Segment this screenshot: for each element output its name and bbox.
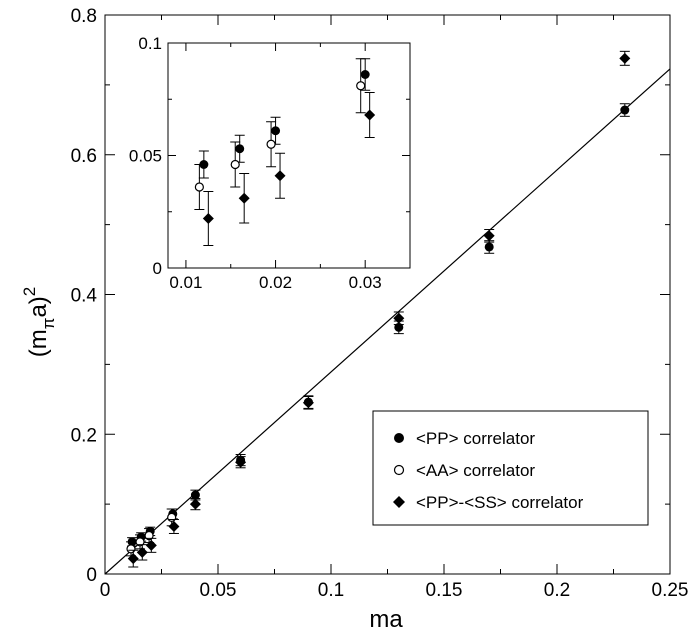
y-axis-title-base: (m bbox=[25, 329, 52, 357]
marker-aa-correlator bbox=[126, 544, 136, 554]
main-point-pp-ss-correlator bbox=[189, 498, 201, 511]
inset-point-pp-ss-correlator bbox=[202, 191, 214, 246]
inset-y-axis: 0 0.05 0.1 bbox=[129, 34, 410, 278]
legend-label-ppss: <PP>-<SS> correlator bbox=[416, 493, 584, 512]
main-x-tick-label: 0.25 bbox=[652, 580, 689, 601]
main-point-aa-correlator bbox=[144, 528, 155, 544]
marker-pp-ss-correlator bbox=[238, 192, 250, 204]
marker-pp-ss-correlator bbox=[302, 397, 314, 409]
marker-pp-correlator bbox=[271, 126, 281, 136]
inset-x-tick-label: 0.02 bbox=[259, 273, 292, 292]
legend-box bbox=[372, 410, 649, 526]
marker-pp-ss-correlator bbox=[235, 456, 247, 468]
y-axis-title-tail: a) bbox=[25, 296, 52, 317]
legend-marker-aa bbox=[393, 464, 405, 476]
marker-pp-ss-correlator bbox=[202, 213, 214, 224]
inset-point-pp-ss-correlator bbox=[238, 173, 250, 224]
inset-point-pp-ss-correlator bbox=[274, 152, 286, 199]
y-axis-title-text: (mπa)2 bbox=[20, 287, 58, 358]
main-point-pp-ss-correlator bbox=[393, 311, 405, 326]
marker-pp-ss-correlator bbox=[619, 52, 631, 64]
inset-y-tick-label: 0 bbox=[153, 259, 162, 278]
y-axis-title-subscript: π bbox=[39, 318, 58, 330]
main-point-pp-ss-correlator bbox=[136, 544, 148, 561]
main-y-axis: 0 0.2 0.4 0.6 0.8 bbox=[71, 6, 670, 586]
main-point-pp-ss-correlator bbox=[235, 456, 247, 469]
main-y-tick-label: 0.6 bbox=[71, 146, 97, 167]
marker-aa-correlator bbox=[167, 512, 177, 523]
marker-pp-correlator bbox=[484, 242, 494, 252]
marker-aa-correlator bbox=[194, 182, 204, 192]
y-axis-title-superscript: 2 bbox=[20, 287, 39, 296]
legend-marker-ppss bbox=[393, 496, 405, 508]
y-axis-title: (mπa)2 bbox=[20, 287, 58, 358]
main-point-pp-ss-correlator bbox=[302, 396, 314, 410]
main-y-tick-label: 0.8 bbox=[71, 6, 97, 27]
main-y-tick-label: 0 bbox=[86, 565, 97, 586]
main-x-tick-label: 0.05 bbox=[200, 580, 237, 601]
legend-label-pp: <PP> correlator bbox=[416, 429, 535, 448]
main-point-aa-correlator bbox=[135, 534, 146, 550]
marker-aa-correlator bbox=[230, 159, 240, 170]
marker-pp-ss-correlator bbox=[274, 170, 286, 182]
inset-data-points bbox=[194, 58, 376, 246]
marker-pp-ss-correlator bbox=[127, 553, 139, 565]
marker-pp-ss-correlator bbox=[189, 498, 201, 510]
marker-pp-ss-correlator bbox=[168, 520, 180, 532]
inset-point-aa-correlator bbox=[194, 164, 205, 210]
inset-x-tick-label: 0.03 bbox=[349, 273, 382, 292]
marker-aa-correlator bbox=[266, 139, 276, 149]
inset-y-tick-label: 0.1 bbox=[138, 34, 162, 53]
main-point-pp-correlator bbox=[619, 103, 630, 117]
main-point-pp-ss-correlator bbox=[145, 537, 157, 553]
marker-pp-correlator bbox=[360, 70, 370, 79]
marker-pp-ss-correlator bbox=[145, 539, 157, 551]
inset-point-aa-correlator bbox=[355, 58, 366, 114]
inset-point-aa-correlator bbox=[230, 141, 241, 188]
main-x-tick-label: 0.15 bbox=[426, 580, 463, 601]
main-point-pp-ss-correlator bbox=[127, 549, 139, 568]
main-point-pp-ss-correlator bbox=[483, 229, 495, 243]
inset-point-pp-correlator bbox=[234, 134, 245, 163]
legend: <PP> correlator <AA> correlator <PP>-<SS… bbox=[372, 410, 649, 526]
main-point-pp-ss-correlator bbox=[619, 50, 631, 66]
legend-marker-pp bbox=[394, 433, 404, 443]
x-axis-title: ma bbox=[369, 606, 403, 633]
main-x-tick-label: 0.1 bbox=[318, 580, 344, 601]
main-data-points bbox=[125, 50, 631, 568]
marker-pp-correlator bbox=[394, 322, 404, 332]
marker-pp-correlator bbox=[190, 490, 200, 500]
inset-x-tick-label: 0.01 bbox=[169, 273, 202, 292]
main-point-pp-ss-correlator bbox=[168, 518, 180, 534]
marker-pp-ss-correlator bbox=[136, 546, 148, 558]
main-x-tick-label: 0 bbox=[100, 580, 111, 601]
marker-aa-correlator bbox=[135, 537, 145, 547]
marker-pp-correlator bbox=[620, 105, 630, 115]
main-x-tick-label: 0.2 bbox=[544, 580, 570, 601]
inset-point-aa-correlator bbox=[266, 121, 277, 168]
main-y-tick-label: 0.2 bbox=[71, 425, 97, 446]
inset-point-pp-ss-correlator bbox=[364, 92, 376, 138]
marker-aa-correlator bbox=[144, 530, 154, 541]
marker-pp-ss-correlator bbox=[393, 312, 405, 324]
main-y-tick-label: 0.4 bbox=[71, 286, 98, 307]
main-point-pp-correlator bbox=[484, 240, 495, 254]
inset-y-tick-label: 0.05 bbox=[129, 147, 162, 166]
legend-label-aa: <AA> correlator bbox=[416, 461, 535, 480]
marker-pp-correlator bbox=[235, 144, 245, 154]
marker-aa-correlator bbox=[356, 81, 366, 91]
main-x-axis: 0 0.05 0.1 0.15 0.2 0.25 bbox=[100, 15, 689, 601]
marker-pp-ss-correlator bbox=[483, 230, 495, 242]
inset-x-axis: 0.01 0.02 0.03 bbox=[169, 43, 382, 292]
marker-pp-ss-correlator bbox=[364, 109, 376, 121]
